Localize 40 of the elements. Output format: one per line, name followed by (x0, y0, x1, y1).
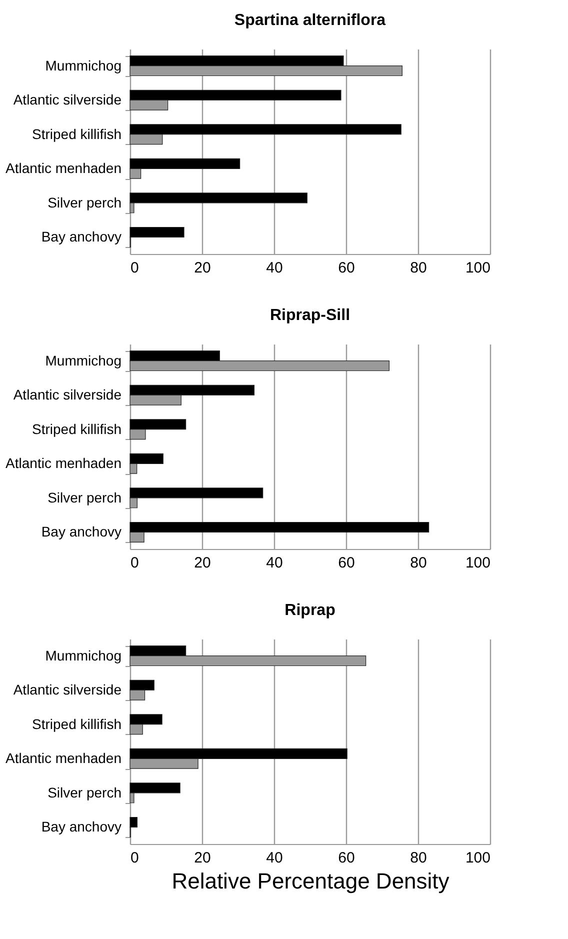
y-tick-label: Atlantic menhaden (6, 750, 122, 766)
y-tick-label: Mummichog (45, 647, 122, 664)
x-tick-label: 0 (130, 850, 139, 866)
chart-title: Spartina alterniflora (234, 12, 386, 29)
x-tick-label: 100 (465, 260, 490, 276)
x-tick-label: 80 (410, 850, 427, 866)
y-tick-label: Bay anchovy (41, 524, 122, 540)
y-tick-label: Striped killifish (32, 420, 122, 437)
y-tick-label: Atlantic silverside (13, 92, 122, 108)
x-tick-label: 100 (465, 554, 490, 572)
y-tick-label: Striped killifish (32, 126, 122, 142)
x-tick-label: 0 (130, 554, 139, 572)
chart-title: Riprap-Sill (270, 307, 350, 324)
x-tick-label: 60 (338, 260, 355, 276)
y-tick-label: Mummichog (45, 352, 122, 368)
x-tick-label: 60 (338, 850, 355, 866)
y-tick-label: Atlantic menhaden (6, 455, 122, 472)
x-tick-label: 20 (194, 850, 211, 866)
y-tick-label: Atlantic menhaden (6, 160, 122, 176)
y-tick-label: Silver perch (48, 489, 122, 506)
x-tick-label: 60 (338, 554, 355, 572)
y-tick-label: Silver perch (48, 784, 122, 800)
x-axis-title: Relative Percentage Density (172, 868, 450, 894)
y-tick-label: Bay anchovy (41, 818, 122, 835)
y-tick-label: Bay anchovy (41, 228, 122, 245)
x-tick-label: 80 (410, 260, 427, 276)
chart-title: Riprap (284, 602, 336, 619)
y-tick-label: Silver perch (48, 194, 122, 210)
x-tick-label: 0 (130, 260, 139, 276)
x-tick-label: 40 (266, 554, 283, 572)
x-tick-label: 100 (465, 850, 490, 866)
x-tick-label: 20 (194, 260, 211, 276)
y-tick-label: Striped killifish (32, 716, 122, 732)
x-tick-label: 20 (194, 554, 211, 572)
y-tick-label: Atlantic silverside (13, 386, 122, 403)
x-tick-label: 40 (266, 260, 283, 276)
x-tick-label: 40 (266, 850, 283, 866)
x-tick-label: 80 (410, 554, 427, 572)
y-tick-label: Atlantic silverside (13, 682, 122, 698)
y-tick-label: Mummichog (45, 57, 122, 74)
